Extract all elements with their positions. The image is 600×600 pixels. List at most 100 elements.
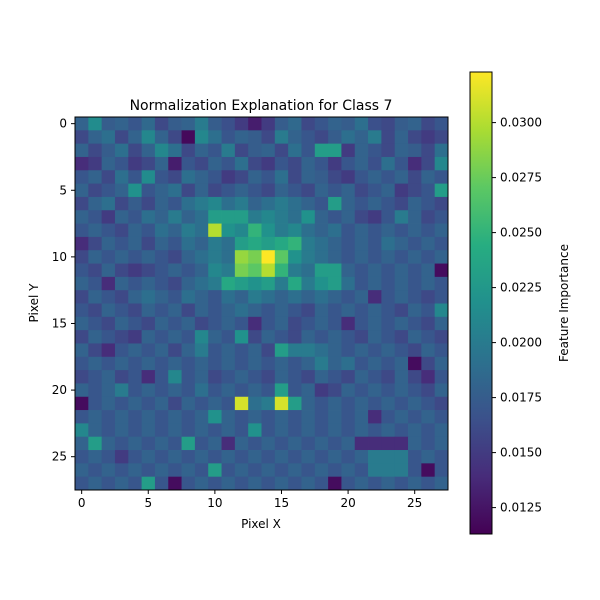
heatmap-cell: [408, 263, 422, 278]
heatmap-cell: [221, 343, 236, 358]
heatmap-cell: [194, 263, 209, 278]
heatmap-cell: [141, 436, 156, 451]
heatmap-cell: [341, 410, 356, 424]
heatmap-cell: [248, 236, 262, 251]
heatmap-cell: [141, 370, 156, 384]
heatmap-cell: [101, 117, 116, 131]
heatmap-cell: [75, 196, 89, 211]
heatmap-cell: [261, 356, 276, 371]
heatmap-cell: [288, 223, 302, 238]
heatmap-cell: [114, 370, 129, 384]
heatmap-cell: [208, 356, 222, 371]
heatmap-cell: [168, 250, 182, 264]
heatmap-cell: [208, 223, 222, 238]
heatmap-cell: [208, 183, 222, 198]
heatmap-cell: [434, 170, 449, 185]
heatmap-cell: [101, 170, 116, 185]
heatmap-cell: [128, 223, 143, 238]
heatmap-cell: [394, 276, 409, 291]
heatmap-cell: [234, 410, 249, 424]
x-axis-label: Pixel X: [241, 517, 281, 531]
heatmap-cell: [354, 196, 369, 211]
heatmap-cell: [394, 303, 409, 318]
heatmap-cell: [261, 236, 276, 251]
heatmap-cell: [114, 343, 129, 358]
heatmap-cell: [248, 410, 262, 424]
heatmap-cell: [394, 156, 409, 171]
heatmap-cell: [101, 196, 116, 211]
heatmap-cell: [128, 330, 143, 344]
heatmap-cell: [301, 223, 316, 238]
heatmap-cell: [168, 303, 182, 318]
heatmap-cell: [234, 117, 249, 131]
heatmap-cell: [368, 370, 382, 384]
heatmap-cell: [194, 303, 209, 318]
heatmap-cell: [394, 250, 409, 264]
heatmap-cell: [328, 290, 342, 304]
heatmap-cell: [168, 423, 182, 438]
heatmap-cell: [141, 156, 156, 171]
heatmap-cell: [354, 463, 369, 478]
heatmap-cell: [408, 303, 422, 318]
heatmap-cell: [328, 463, 342, 478]
heatmap-cell: [314, 463, 329, 478]
heatmap-cell: [421, 410, 436, 424]
heatmap-cell: [394, 463, 409, 478]
heatmap-cell: [274, 196, 289, 211]
heatmap-cell: [421, 183, 436, 198]
heatmap-cell: [248, 156, 262, 171]
heatmap-cell: [434, 463, 449, 478]
heatmap-cell: [368, 117, 382, 131]
heatmap-cell: [221, 276, 236, 291]
heatmap-cell: [261, 290, 276, 304]
x-tick-label: 15: [274, 496, 289, 510]
heatmap-cell: [234, 356, 249, 371]
heatmap-cell: [314, 450, 329, 464]
heatmap-cell: [301, 156, 316, 171]
heatmap-cell: [154, 423, 169, 438]
heatmap-cell: [168, 450, 182, 464]
heatmap-cell: [394, 410, 409, 424]
heatmap-cell: [114, 476, 129, 491]
heatmap-cell: [368, 143, 382, 158]
heatmap-cell: [234, 210, 249, 224]
heatmap-cell: [341, 450, 356, 464]
heatmap-cell: [234, 143, 249, 158]
heatmap-cell: [221, 290, 236, 304]
heatmap-cell: [368, 236, 382, 251]
heatmap-cell: [141, 210, 156, 224]
y-tick-label: 0: [59, 117, 67, 131]
heatmap-cell: [128, 156, 143, 171]
heatmap-cell: [248, 383, 262, 398]
heatmap-cell: [181, 183, 196, 198]
heatmap-cell: [128, 316, 143, 331]
heatmap-cell: [114, 290, 129, 304]
heatmap-cell: [101, 450, 116, 464]
heatmap-cell: [128, 410, 143, 424]
heatmap-cell: [75, 290, 89, 304]
heatmap-cell: [141, 196, 156, 211]
heatmap-cell: [114, 356, 129, 371]
heatmap-cell: [248, 423, 262, 438]
heatmap-cell: [261, 463, 276, 478]
heatmap-cell: [434, 236, 449, 251]
heatmap-cell: [341, 196, 356, 211]
heatmap-cell: [288, 170, 302, 185]
heatmap-cell: [154, 183, 169, 198]
heatmap-cell: [101, 423, 116, 438]
heatmap-cell: [221, 463, 236, 478]
heatmap-cell: [341, 396, 356, 411]
heatmap-cell: [114, 383, 129, 398]
heatmap-cell: [274, 316, 289, 331]
heatmap-cell: [154, 223, 169, 238]
heatmap-cell: [434, 410, 449, 424]
heatmap-cell: [168, 316, 182, 331]
heatmap-cell: [368, 396, 382, 411]
heatmap-cell: [381, 423, 396, 438]
heatmap-cell: [354, 396, 369, 411]
heatmap-cell: [274, 370, 289, 384]
heatmap-cell: [114, 183, 129, 198]
heatmap-cell: [341, 170, 356, 185]
heatmap-cell: [434, 130, 449, 145]
heatmap-cell: [314, 236, 329, 251]
